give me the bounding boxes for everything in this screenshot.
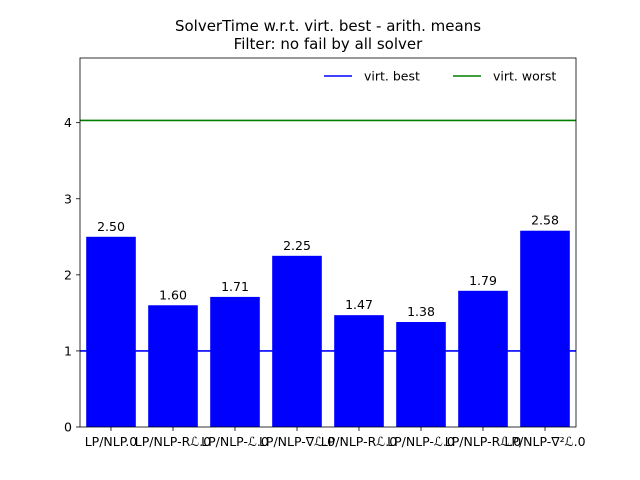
x-tick-label: LP/NLP-ℒ.0 (387, 434, 455, 449)
legend-label: virt. best (364, 69, 420, 84)
bar-value-label: 1.47 (345, 297, 373, 312)
x-tick-label: LP/NLP-Rℒ.0 (445, 434, 521, 449)
y-tick-label: 1 (64, 343, 72, 358)
bar-value-label: 1.71 (221, 279, 249, 294)
x-tick-label: LP/NLP-Rℒ.0 (135, 434, 211, 449)
bar-value-label: 1.79 (469, 273, 497, 288)
bar (148, 305, 198, 427)
plot-frame (79, 57, 577, 428)
y-tick-label: 3 (64, 191, 72, 206)
y-tick-label: 0 (64, 420, 72, 435)
y-tick-label: 4 (64, 115, 72, 130)
bar-value-label: 2.58 (531, 213, 559, 228)
y-tick-label: 2 (64, 267, 72, 282)
bar-value-label: 2.50 (97, 219, 125, 234)
bar-value-label: 1.38 (407, 304, 435, 319)
bar (396, 322, 446, 427)
x-tick-label: LP/NLP-Rℒ.0 (321, 434, 397, 449)
legend-label: virt. worst (493, 69, 556, 84)
chart-title: SolverTime w.r.t. virt. best - arith. me… (175, 17, 481, 35)
x-tick-label: LP/NLP-∇ℒ.0 (259, 434, 335, 449)
bar (458, 290, 508, 427)
bar-value-label: 2.25 (283, 238, 311, 253)
bar (210, 296, 260, 427)
x-tick-label: LP/NLP-ℒ.0 (201, 434, 269, 449)
bar (334, 315, 384, 427)
x-tick-label: LP/NLP.0 (85, 434, 138, 449)
x-tick-label: LP/NLP-∇²ℒ.0 (504, 434, 585, 449)
bar (272, 255, 322, 427)
chart-subtitle: Filter: no fail by all solver (234, 35, 423, 53)
bar (520, 230, 570, 427)
bar-value-label: 1.60 (159, 287, 187, 302)
bar (86, 236, 136, 427)
